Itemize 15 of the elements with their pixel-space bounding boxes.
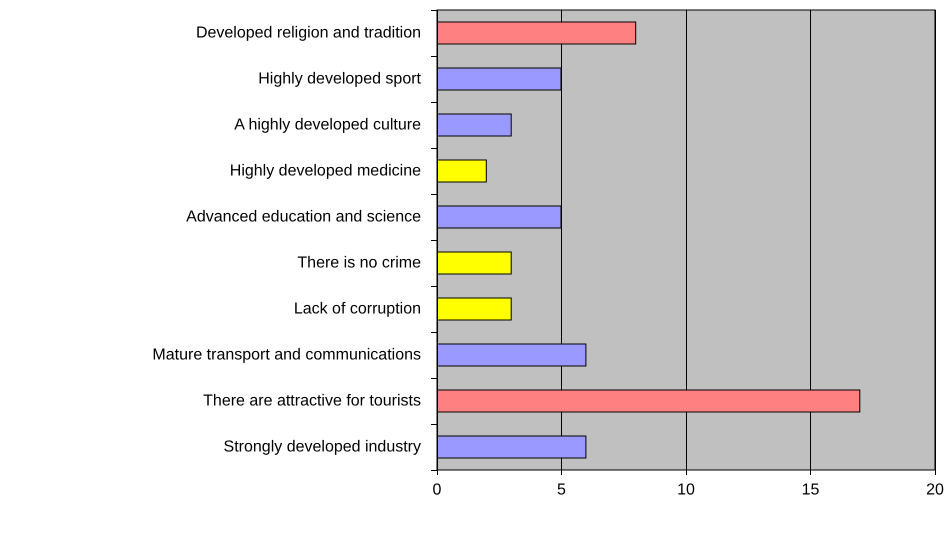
x-tick-label: 15 (802, 482, 820, 498)
y-tick-label: Highly developed medicine (230, 162, 422, 180)
x-tick-label: 5 (557, 482, 566, 498)
x-tick-label: 20 (926, 482, 944, 498)
y-tick-label: Highly developed sport (258, 70, 422, 88)
y-tick-label: There are attractive for tourists (203, 392, 421, 410)
y-tick-label: Developed religion and tradition (196, 24, 421, 42)
x-tick-label: 10 (677, 482, 695, 498)
y-tick-label: There is no crime (297, 254, 422, 272)
y-tick-label: A highly developed culture (234, 116, 422, 134)
y-tick-label: Advanced education and science (186, 208, 422, 226)
y-tick-label: Strongly developed industry (224, 438, 421, 456)
y-tick-label: Mature transport and communications (152, 346, 421, 364)
y-tick-label: Lack of corruption (294, 300, 421, 318)
x-tick-label: 0 (432, 482, 442, 498)
